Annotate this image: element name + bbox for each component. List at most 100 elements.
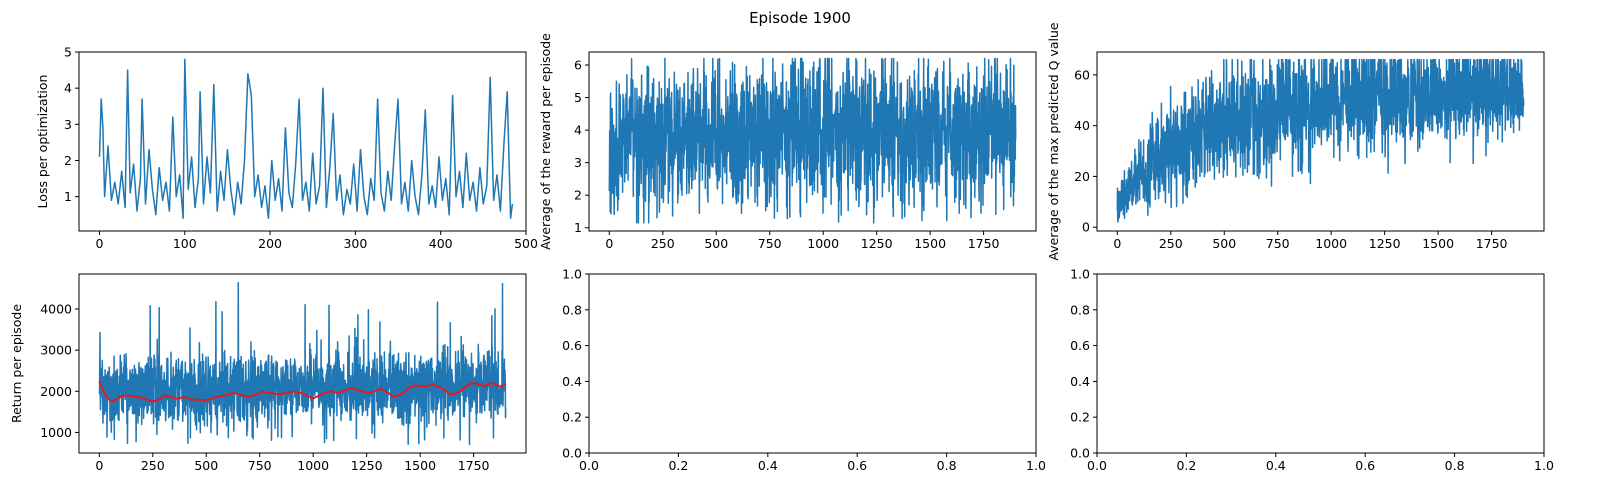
x-tick-label: 1250 (351, 458, 383, 473)
x-tick-label: 750 (248, 458, 272, 473)
y-axis-label: Loss per optimization (35, 75, 50, 209)
y-tick-label: 4000 (40, 301, 72, 316)
plot-area-avg_reward (608, 57, 1017, 224)
axes-empty_1: 0.0 0.2 0.4 0.6 0.8 1.0 0.0 0.2 0.4 0.6 0.8 1.0 (562, 267, 1046, 474)
series-line (98, 58, 514, 220)
moving-average-line (98, 380, 507, 403)
plot-area-return (98, 281, 507, 446)
y-tick-label: 0 (1082, 220, 1090, 235)
y-tick-label: 0.0 (1070, 446, 1090, 461)
axes-frame (78, 51, 527, 232)
y-tick-label: 0.2 (562, 410, 582, 425)
y-tick-label: 0.2 (1070, 410, 1090, 425)
series-line (98, 281, 507, 446)
x-tick-label: 100 (173, 236, 197, 251)
x-tick-label: 1.0 (1026, 458, 1046, 473)
axes-return: 0 250 500 750 1000 1250 1500 1750 1000 2000 3000 40… (9, 273, 527, 473)
x-tick-label: 500 (194, 458, 218, 473)
y-tick-label: 0.6 (1070, 338, 1090, 353)
x-tick-label: 0.6 (1355, 458, 1375, 473)
x-tick-label: 1250 (861, 236, 893, 251)
y-tick-label: 4 (574, 123, 582, 138)
x-tick-label: 1.0 (1534, 458, 1554, 473)
axes-frame (1096, 273, 1545, 454)
series-line (1116, 58, 1525, 223)
axes-avg_reward: 0 250 500 750 1000 1250 1500 1750 1 2 3 4 5 6 Average … (538, 33, 1037, 251)
y-tick-label: 1.0 (562, 267, 582, 282)
y-axis-label: Average of the max predicted Q value (1046, 22, 1061, 261)
x-tick-label: 0.8 (937, 458, 957, 473)
x-tick-label: 1500 (914, 236, 946, 251)
y-tick-label: 0.4 (1070, 374, 1090, 389)
x-tick-label: 1000 (297, 458, 329, 473)
x-tick-label: 0.0 (1087, 458, 1107, 473)
plot-area-avg_max_q (1116, 58, 1525, 223)
axes-frame (78, 273, 527, 454)
x-tick-label: 500 (704, 236, 728, 251)
x-tick-label: 400 (429, 236, 453, 251)
x-tick-label: 500 (514, 236, 538, 251)
x-tick-label: 0.0 (579, 458, 599, 473)
y-tick-label: 3 (574, 155, 582, 170)
y-tick-label: 2000 (40, 384, 72, 399)
x-tick-label: 750 (758, 236, 782, 251)
x-tick-label: 1500 (404, 458, 436, 473)
y-axis-label: Average of the reward per episode (538, 33, 553, 250)
y-tick-label: 1 (64, 189, 72, 204)
x-tick-label: 0.2 (1176, 458, 1196, 473)
series-line (608, 57, 1017, 224)
x-tick-label: 300 (343, 236, 367, 251)
y-axis-label: Return per episode (9, 304, 24, 423)
y-tick-label: 60 (1074, 67, 1090, 82)
y-tick-label: 0.6 (562, 338, 582, 353)
y-tick-label: 3000 (40, 343, 72, 358)
y-tick-label: 40 (1074, 118, 1090, 133)
plot-area-loss (98, 58, 514, 220)
x-tick-label: 1250 (1369, 236, 1401, 251)
axes-frame (588, 51, 1037, 232)
x-tick-label: 1500 (1422, 236, 1454, 251)
x-tick-label: 0.8 (1445, 458, 1465, 473)
y-tick-label: 5 (64, 45, 72, 60)
y-tick-label: 0.8 (1070, 302, 1090, 317)
axes-empty_2: 0.0 0.2 0.4 0.6 0.8 1.0 0.0 0.2 0.4 0.6 0.8 1.0 (1070, 267, 1554, 474)
x-tick-label: 0 (605, 236, 613, 251)
y-tick-label: 1.0 (1070, 267, 1090, 282)
x-tick-label: 1000 (807, 236, 839, 251)
axes-frame (588, 273, 1037, 454)
y-tick-label: 3 (64, 117, 72, 132)
x-tick-label: 1000 (1315, 236, 1347, 251)
x-tick-label: 250 (141, 458, 165, 473)
x-tick-label: 250 (1159, 236, 1183, 251)
y-tick-label: 2 (64, 153, 72, 168)
y-tick-label: 0.0 (562, 446, 582, 461)
x-tick-label: 500 (1212, 236, 1236, 251)
x-tick-label: 1750 (968, 236, 1000, 251)
y-tick-label: 0.4 (562, 374, 582, 389)
x-tick-label: 750 (1266, 236, 1290, 251)
y-tick-label: 1 (574, 220, 582, 235)
y-tick-label: 2 (574, 188, 582, 203)
x-tick-label: 0.6 (847, 458, 867, 473)
y-tick-label: 5 (574, 90, 582, 105)
y-tick-label: 0.8 (562, 302, 582, 317)
x-tick-label: 0.4 (1266, 458, 1286, 473)
y-tick-label: 20 (1074, 169, 1090, 184)
x-tick-label: 0 (1113, 236, 1121, 251)
axes-avg_max_q: 0 250 500 750 1000 1250 1500 1750 0 20 40 60 Average… (1046, 22, 1545, 261)
axes-frame (1096, 51, 1545, 232)
x-tick-label: 200 (258, 236, 282, 251)
y-tick-label: 4 (64, 81, 72, 96)
axes-loss: 0 100 200 300 400 500 1 2 3 4 5 Loss per optimizati… (35, 45, 538, 252)
x-tick-label: 1750 (458, 458, 490, 473)
x-tick-label: 0.4 (758, 458, 778, 473)
y-tick-label: 1000 (40, 425, 72, 440)
x-tick-label: 0 (95, 458, 103, 473)
x-tick-label: 250 (651, 236, 675, 251)
x-tick-label: 1750 (1476, 236, 1508, 251)
figure-suptitle: Episode 1900 (749, 9, 851, 27)
x-tick-label: 0.2 (668, 458, 688, 473)
y-tick-label: 6 (574, 58, 582, 73)
